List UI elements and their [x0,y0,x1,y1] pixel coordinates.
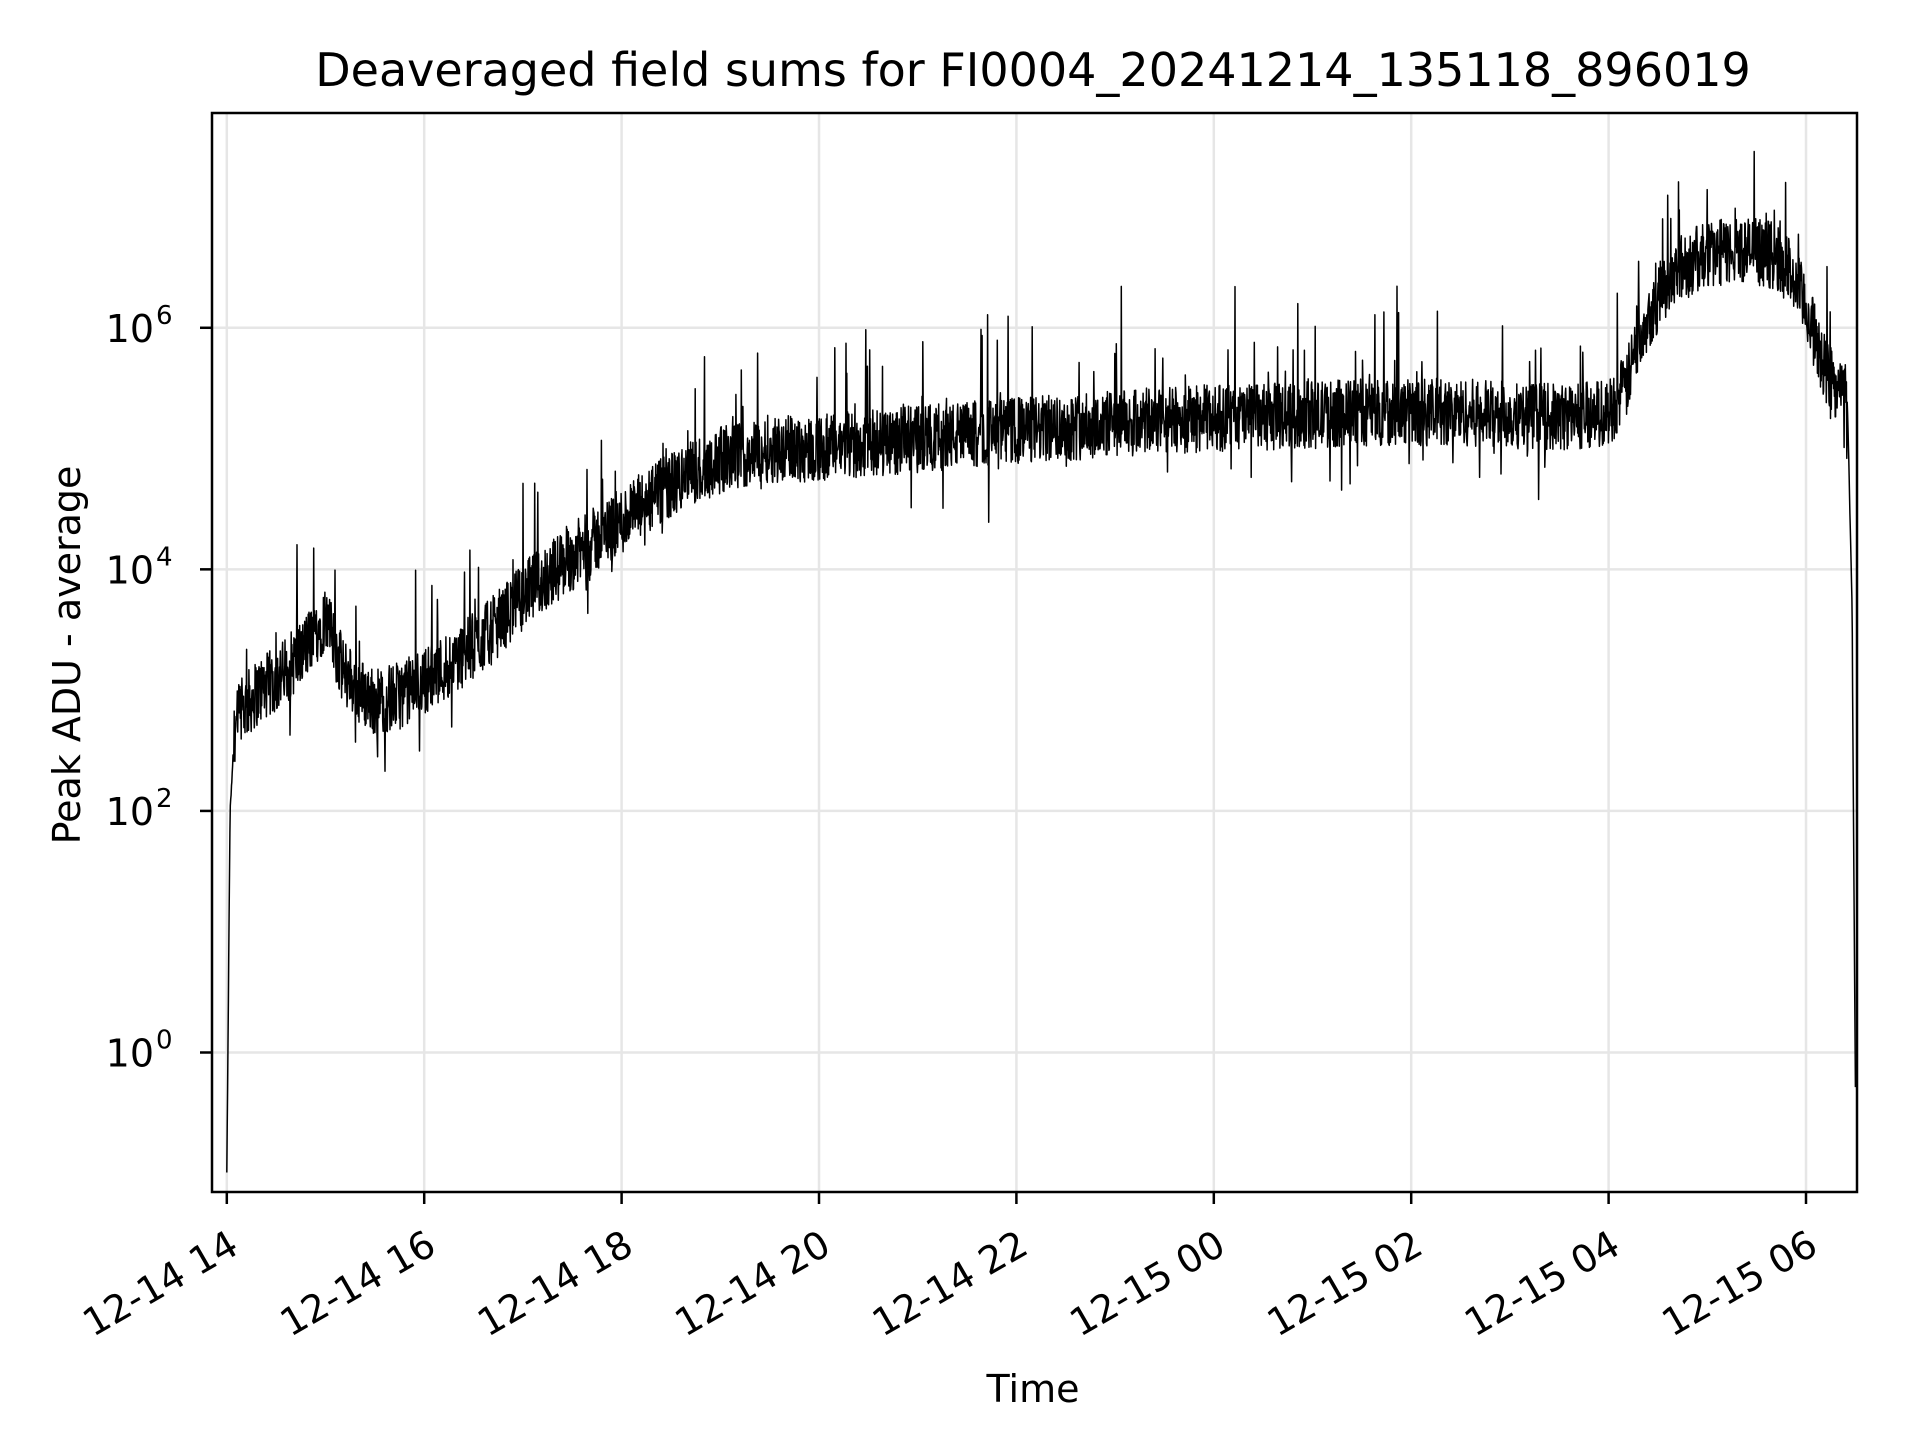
plot-frame [210,111,1859,1194]
y-tick-label: 10 2 [106,784,173,834]
grid-lines [212,113,1857,1192]
x-tick-label: 12-14 14 [75,1222,245,1346]
axis-ticks: 12-14 14 12-14 16 12-14 18 12-14 20 12-14 22… [75,301,1824,1345]
y-tick-base: 10 [106,307,154,351]
x-tick-label: 12-14 18 [470,1222,640,1346]
x-tick-label: 12-14 22 [865,1222,1035,1346]
y-tick-base: 10 [106,548,154,592]
x-tick-label: 12-14 20 [668,1222,838,1346]
series-line [226,150,1857,1173]
y-tick-base: 10 [106,790,154,834]
y-tick-exponent: 2 [156,784,173,814]
x-axis-label: Time [986,1367,1080,1411]
x-tick-label: 12-15 00 [1062,1222,1232,1346]
y-tick-base: 10 [106,1032,154,1076]
y-tick-exponent: 0 [156,1026,173,1056]
y-axis-label: Peak ADU - average [45,466,89,845]
y-tick-label: 10 0 [106,1026,173,1076]
y-tick-exponent: 4 [156,542,173,572]
x-tick-label: 12-14 16 [273,1222,443,1346]
y-tick-label: 10 6 [106,301,173,351]
y-tick-exponent: 6 [156,301,173,331]
y-tick-label: 10 4 [106,542,173,592]
chart-title: Deaveraged field sums for FI0004_2024121… [315,43,1751,97]
x-tick-label: 12-15 04 [1457,1222,1627,1346]
x-tick-label: 12-15 02 [1260,1222,1430,1346]
x-tick-label: 12-15 06 [1655,1222,1825,1346]
